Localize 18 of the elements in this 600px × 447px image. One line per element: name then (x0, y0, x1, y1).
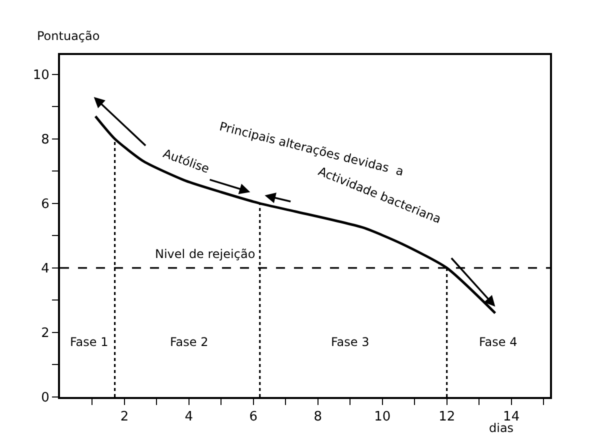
x-tick-label: 12 (438, 410, 456, 425)
y-tick-label: 0 (41, 390, 50, 406)
x-tick-label: 8 (314, 410, 322, 425)
y-axis-title: Pontuação (37, 29, 100, 43)
y-tick-label: 8 (41, 132, 50, 148)
x-tick-label: 6 (249, 410, 258, 425)
annotation: Fase 3 (331, 335, 370, 349)
x-tick-label: 10 (374, 410, 391, 425)
y-tick-label: 4 (41, 261, 50, 276)
x-tick-label: 2 (120, 410, 129, 425)
y-tick-label: 10 (32, 68, 50, 83)
x-tick-label: 4 (184, 410, 194, 425)
annotation: Fase 4 (479, 335, 518, 349)
annotation: Fase 1 (70, 335, 108, 349)
annotation: Fase 2 (170, 335, 208, 349)
ref-line-label: Nivel de rejeição (155, 247, 256, 261)
y-tick-label: 2 (41, 326, 50, 342)
y-tick-label: 6 (41, 196, 50, 212)
